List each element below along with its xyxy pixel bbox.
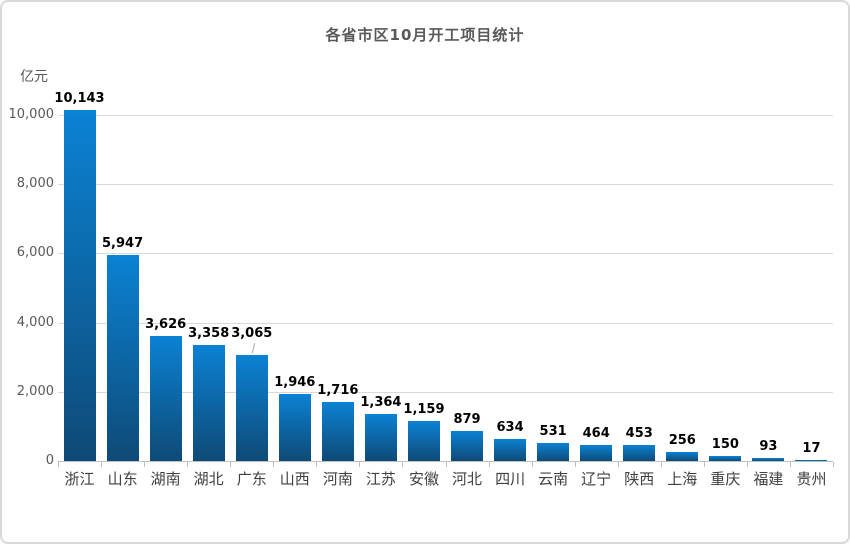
axis-tick-mark	[703, 462, 705, 467]
x-axis-label: 湖北	[193, 470, 224, 488]
y-axis-tick-label: 8,000	[16, 176, 54, 192]
axis-tick-mark	[359, 462, 361, 467]
gridline	[58, 253, 833, 255]
value-label: 879	[453, 411, 481, 427]
bar	[494, 439, 527, 461]
bar	[580, 444, 613, 461]
x-axis-label: 云南	[538, 470, 569, 488]
value-label: 3,358	[188, 325, 230, 341]
gridline	[58, 391, 833, 393]
axis-tick-mark	[488, 462, 490, 467]
axis-tick-mark	[789, 462, 791, 467]
value-label: 3,065	[231, 325, 273, 341]
axis-tick-mark	[833, 462, 834, 467]
bar	[63, 110, 96, 461]
axis-tick-mark	[101, 462, 103, 467]
x-axis-label: 福建	[753, 470, 784, 488]
bar	[709, 455, 742, 461]
y-axis-tick-label: 10,000	[8, 107, 55, 122]
axis-tick-mark	[445, 462, 447, 467]
bar	[666, 452, 699, 461]
x-axis-label: 广东	[236, 470, 267, 488]
axis-tick-mark	[531, 462, 533, 467]
axis-tick-mark	[574, 462, 576, 467]
value-label: 93	[759, 438, 778, 454]
x-axis-label: 辽宁	[581, 470, 612, 488]
x-axis-label: 安徽	[408, 470, 439, 488]
x-axis-label: 河南	[322, 470, 353, 488]
x-axis-label: 江苏	[365, 470, 396, 488]
bar	[364, 413, 397, 461]
x-axis-label: 四川	[495, 470, 526, 488]
axis-tick-mark	[230, 462, 232, 467]
bar	[149, 335, 182, 461]
axis-tick-mark	[660, 462, 662, 467]
y-axis-tick-label: 6,000	[16, 245, 54, 261]
value-label: 1,716	[317, 382, 359, 398]
value-label: 256	[668, 433, 696, 449]
value-label: 1,364	[360, 394, 402, 410]
x-axis-label: 浙江	[64, 470, 95, 488]
bar	[795, 460, 828, 461]
x-axis-label: 河北	[452, 470, 483, 488]
bar	[407, 420, 440, 461]
bar	[451, 430, 484, 461]
value-label: 3,626	[145, 316, 187, 332]
x-axis-label: 山西	[279, 470, 310, 488]
value-label: 1,946	[274, 374, 316, 390]
value-label: 531	[539, 423, 567, 439]
x-axis-label: 重庆	[710, 470, 741, 488]
bar	[192, 344, 225, 461]
axis-tick-mark	[316, 462, 318, 467]
bar	[623, 445, 656, 461]
bar	[106, 255, 139, 461]
x-axis-label: 贵州	[796, 470, 827, 488]
value-label: 453	[625, 426, 653, 442]
x-axis-label: 陕西	[624, 470, 655, 488]
x-axis-label: 上海	[667, 470, 698, 488]
axis-tick-mark	[402, 462, 404, 467]
x-axis-line	[58, 461, 833, 462]
y-axis-unit-label: 亿元	[20, 69, 48, 85]
bar	[537, 442, 570, 461]
axis-tick-mark	[273, 462, 275, 467]
x-axis-label: 湖南	[150, 470, 181, 488]
bar	[235, 354, 268, 461]
leader-line	[251, 342, 255, 353]
value-label: 10,143	[54, 91, 105, 107]
gridline	[58, 184, 833, 186]
bar	[321, 401, 354, 461]
y-axis-tick-label: 0	[45, 453, 54, 468]
axis-tick-mark	[746, 462, 748, 467]
axis-tick-mark	[187, 462, 189, 467]
chart-title: 各省市区10月开工项目统计	[325, 26, 525, 44]
value-label: 464	[582, 425, 610, 441]
value-label: 1,159	[403, 401, 445, 417]
gridline	[58, 322, 833, 324]
axis-tick-mark	[617, 462, 619, 467]
axis-tick-mark	[144, 462, 146, 467]
value-label: 150	[711, 436, 739, 452]
y-axis-tick-label: 2,000	[16, 383, 54, 399]
y-axis-tick-label: 4,000	[16, 314, 54, 330]
value-label: 634	[496, 420, 524, 436]
gridline	[58, 115, 833, 116]
axis-tick-mark	[58, 462, 59, 467]
x-axis-label: 山东	[107, 470, 138, 488]
value-label: 5,947	[102, 236, 144, 252]
value-label: 17	[802, 441, 821, 456]
bar	[752, 457, 785, 461]
bar	[278, 393, 311, 461]
